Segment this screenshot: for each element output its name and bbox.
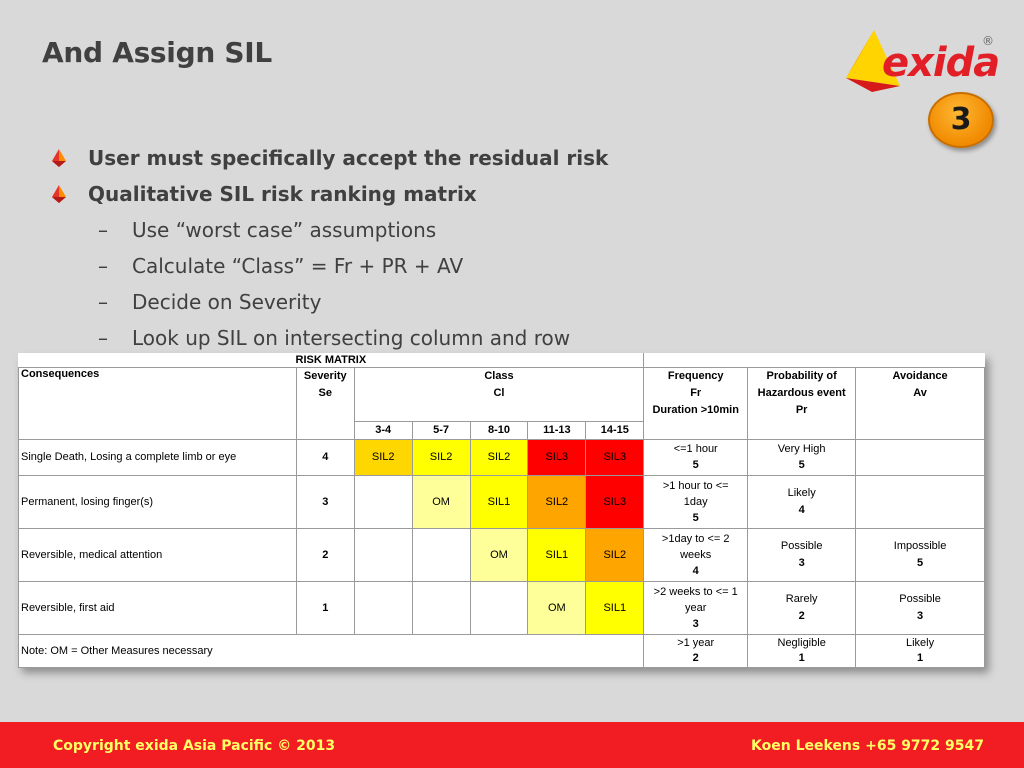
sub-bullet-item: – Calculate “Class” = Fr + PR + AV bbox=[98, 254, 464, 278]
matrix-cell bbox=[353, 527, 413, 582]
matrix-cell: OM bbox=[527, 580, 587, 635]
frequency-cell: <=1 hour 5 bbox=[643, 438, 749, 476]
matrix-cell: SIL3 bbox=[585, 474, 645, 529]
consequence-cell: Single Death, Losing a complete limb or … bbox=[18, 438, 297, 476]
avoidance-header: Avoidance Av bbox=[855, 366, 985, 440]
matrix-cell: SIL2 bbox=[585, 527, 645, 582]
matrix-cell: SIL2 bbox=[527, 474, 587, 529]
matrix-cell: OM bbox=[411, 474, 471, 529]
matrix-cell bbox=[353, 580, 413, 635]
sub-bullet-item: – Decide on Severity bbox=[98, 290, 322, 314]
probability-header: Probability of Hazardous event Pr bbox=[747, 366, 857, 440]
probability-cell: Rarely 2 bbox=[747, 580, 857, 635]
consequences-header: Consequences bbox=[18, 366, 297, 440]
avoidance-cell: Possible 3 bbox=[855, 580, 985, 635]
frequency-cell: >1 year 2 bbox=[643, 633, 749, 668]
class-col-header: 5-7 bbox=[411, 420, 471, 440]
risk-matrix: RISK MATRIX Consequences Severity Se Clas… bbox=[17, 353, 985, 668]
bullet-item: Qualitative SIL risk ranking matrix bbox=[52, 176, 608, 212]
class-col-header: 8-10 bbox=[469, 420, 529, 440]
risk-matrix-table: RISK MATRIX Consequences Severity Se Clas… bbox=[17, 353, 985, 668]
table-row: Note: OM = Other Measures necessary >1 y… bbox=[17, 633, 985, 668]
bullet-item: User must specifically accept the residu… bbox=[52, 140, 608, 176]
step-badge: 3 bbox=[928, 92, 994, 148]
consequence-cell: Reversible, medical attention bbox=[18, 527, 297, 582]
matrix-cell bbox=[353, 474, 413, 529]
matrix-cell: SIL2 bbox=[411, 438, 471, 476]
logo-pyramid-icon bbox=[846, 30, 900, 92]
class-col-header: 11-13 bbox=[527, 420, 587, 440]
sub-bullet-text: Calculate “Class” = Fr + PR + AV bbox=[132, 254, 464, 278]
matrix-cell bbox=[411, 527, 471, 582]
avoidance-cell bbox=[855, 474, 985, 529]
avoidance-cell: Impossible 5 bbox=[855, 527, 985, 582]
bullet-text: Qualitative SIL risk ranking matrix bbox=[88, 182, 477, 206]
copyright-text: Copyright exida Asia Pacific © 2013 bbox=[53, 738, 336, 754]
severity-header: Severity Se bbox=[295, 366, 355, 440]
matrix-cell: SIL1 bbox=[585, 580, 645, 635]
frequency-cell: >1 hour to <= 1day 5 bbox=[643, 474, 749, 529]
bullet-text: User must specifically accept the residu… bbox=[88, 146, 609, 170]
contact-text: Koen Leekens +65 9772 9547 bbox=[751, 738, 984, 754]
severity-cell: 3 bbox=[295, 474, 355, 529]
class-col-header: 3-4 bbox=[353, 420, 413, 440]
bullet-list: User must specifically accept the residu… bbox=[52, 140, 608, 356]
table-row: Reversible, medical attention 2 OM SIL1 … bbox=[18, 527, 985, 582]
matrix-cell: SIL3 bbox=[527, 438, 587, 476]
sub-bullet-item: – Look up SIL on intersecting column and … bbox=[98, 326, 571, 350]
frequency-cell: >1day to <= 2 weeks 4 bbox=[643, 527, 749, 582]
bullet-diamond-icon bbox=[52, 149, 66, 167]
matrix-cell: SIL1 bbox=[527, 527, 587, 582]
consequence-cell: Reversible, first aid bbox=[18, 580, 297, 635]
avoidance-cell bbox=[855, 438, 985, 476]
severity-cell: 2 bbox=[295, 527, 355, 582]
note-cell: Note: OM = Other Measures necessary bbox=[17, 633, 645, 668]
logo-wordmark: exida bbox=[882, 40, 1000, 86]
sub-bullet-text: Look up SIL on intersecting column and r… bbox=[132, 326, 571, 350]
sub-bullet-text: Decide on Severity bbox=[132, 290, 322, 314]
class-header: Class Cl bbox=[353, 366, 645, 422]
severity-cell: 4 bbox=[295, 438, 355, 476]
probability-cell: Likely 4 bbox=[747, 474, 857, 529]
frequency-header: Frequency Fr Duration >10min bbox=[643, 366, 749, 440]
table-row: Reversible, first aid 1 OM SIL1 >2 weeks… bbox=[18, 580, 985, 635]
frequency-cell: >2 weeks to <= 1 year 3 bbox=[643, 580, 749, 635]
consequence-cell: Permanent, losing finger(s) bbox=[18, 474, 297, 529]
probability-cell: Very High 5 bbox=[747, 438, 857, 476]
matrix-cell: SIL2 bbox=[469, 438, 529, 476]
sub-bullet-text: Use “worst case” assumptions bbox=[132, 218, 437, 242]
avoidance-cell: Likely 1 bbox=[855, 633, 985, 668]
exida-logo: exida ® bbox=[842, 28, 1002, 118]
sub-bullet-item: – Use “worst case” assumptions bbox=[98, 218, 437, 242]
matrix-title: RISK MATRIX bbox=[18, 353, 645, 368]
probability-cell: Negligible 1 bbox=[747, 633, 857, 668]
matrix-cell bbox=[469, 580, 529, 635]
severity-cell: 1 bbox=[295, 580, 355, 635]
registered-mark: ® bbox=[982, 34, 994, 48]
slide-title: And Assign SIL bbox=[42, 36, 272, 69]
matrix-cell bbox=[411, 580, 471, 635]
probability-cell: Possible 3 bbox=[747, 527, 857, 582]
matrix-cell: SIL1 bbox=[469, 474, 529, 529]
footer-bar: Copyright exida Asia Pacific © 2013 Koen… bbox=[0, 722, 1024, 768]
matrix-cell: OM bbox=[469, 527, 529, 582]
bullet-diamond-icon bbox=[52, 185, 66, 203]
table-row: Permanent, losing finger(s) 3 OM SIL1 SI… bbox=[18, 474, 985, 529]
matrix-cell: SIL2 bbox=[353, 438, 413, 476]
table-row: Single Death, Losing a complete limb or … bbox=[18, 438, 985, 476]
class-col-header: 14-15 bbox=[585, 420, 645, 440]
matrix-cell: SIL3 bbox=[585, 438, 645, 476]
